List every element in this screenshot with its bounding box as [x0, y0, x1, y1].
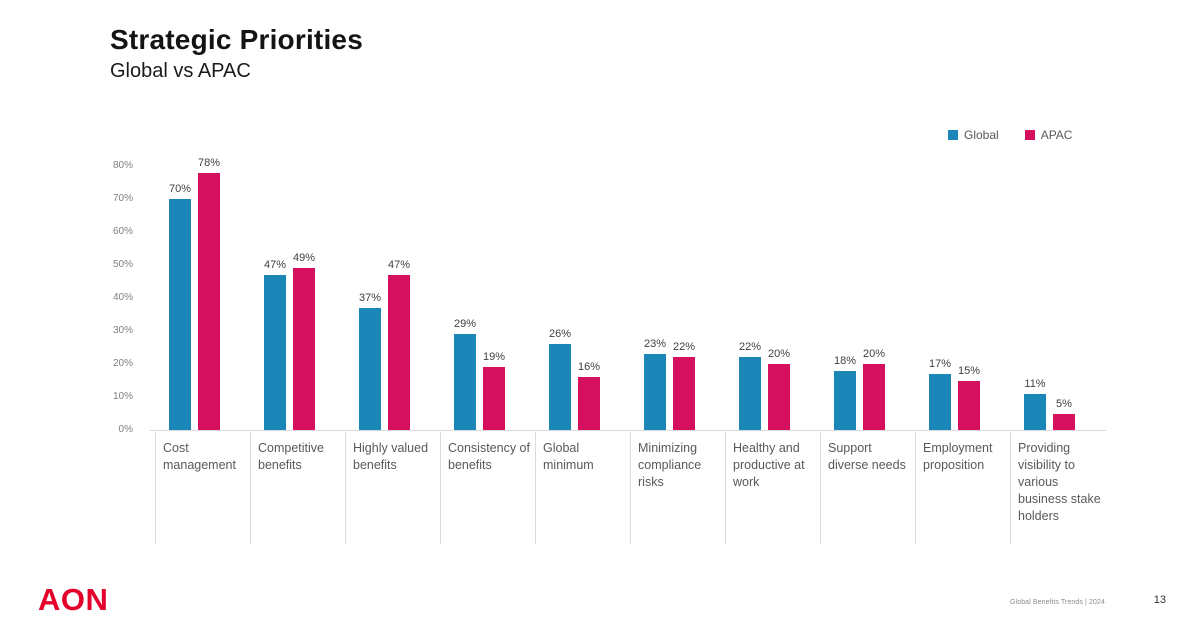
bar-apac: [863, 364, 885, 430]
bar-value-label: 16%: [577, 361, 601, 374]
category-label: Global minimum: [543, 441, 594, 472]
bar-apac: [293, 268, 315, 430]
category-divider-line: [725, 432, 726, 544]
bar-global: [264, 274, 286, 430]
y-tick-label: 30%: [112, 325, 133, 336]
y-tick-label: 70%: [112, 193, 133, 204]
bar-apac: [388, 274, 410, 430]
bar-apac: [768, 364, 790, 430]
footer-source-text: Global Benefits Trends | 2024: [1010, 599, 1105, 606]
bar-apac: [578, 377, 600, 430]
category-label: Support diverse needs: [828, 441, 906, 472]
bar-value-label: 17%: [928, 357, 952, 370]
category-divider-line: [440, 432, 441, 544]
bar-value-label: 37%: [358, 291, 382, 304]
category-label: Providing visibility to various business…: [1018, 441, 1101, 523]
y-tick-label: 10%: [112, 391, 133, 402]
x-axis-line: [150, 430, 1106, 431]
bar-global: [169, 199, 191, 430]
bar-value-label: 70%: [168, 183, 192, 195]
legend-item-apac: APAC: [1024, 128, 1073, 142]
bar-value-label: 29%: [453, 318, 477, 331]
bar-value-label: 23%: [643, 338, 667, 351]
bar-global: [549, 344, 571, 430]
category-label: Minimizing compliance risks: [638, 441, 702, 489]
bar-apac: [958, 380, 980, 430]
bar-global: [359, 307, 381, 430]
bar-global: [1024, 393, 1046, 430]
bar-value-label: 78%: [197, 156, 221, 169]
category-divider-line: [250, 432, 251, 544]
legend-swatch-icon: [1024, 130, 1035, 140]
bar-global: [644, 354, 666, 430]
category-label: Cost management: [163, 441, 236, 472]
chart-legend: Global APAC: [948, 128, 1072, 142]
category-divider-line: [630, 432, 631, 544]
category-divider-line: [345, 432, 346, 544]
category-label: Employment proposition: [923, 441, 993, 472]
bar-value-label: 47%: [387, 258, 411, 271]
bar-value-label: 26%: [548, 328, 572, 341]
bar-apac: [673, 357, 695, 430]
bar-global: [454, 334, 476, 430]
y-tick-label: 80%: [112, 160, 133, 171]
y-tick-label: 60%: [112, 226, 133, 237]
bar-global: [834, 370, 856, 430]
bar-value-label: 22%: [738, 341, 762, 354]
category-divider-line: [1010, 432, 1011, 544]
y-tick-label: 20%: [112, 358, 133, 369]
bar-value-label: 18%: [833, 354, 857, 367]
legend-swatch-icon: [948, 130, 958, 140]
category-label: Competitive benefits: [258, 441, 324, 472]
bar-value-label: 11%: [1024, 377, 1046, 390]
page-number: 13: [1153, 594, 1166, 606]
y-tick-label: 50%: [112, 259, 133, 270]
bar-value-label: 15%: [957, 364, 981, 377]
bar-value-label: 47%: [263, 258, 287, 271]
bar-apac: [483, 367, 505, 430]
category-label: Highly valued benefits: [353, 441, 429, 472]
aon-logo: AON: [38, 582, 109, 617]
bar-apac: [198, 172, 220, 430]
bar-value-label: 49%: [292, 252, 316, 265]
category-label: Consistency of benefits: [448, 441, 530, 472]
y-tick-label: 0%: [118, 424, 133, 435]
y-tick-label: 40%: [112, 292, 133, 303]
bar-value-label: 20%: [862, 348, 886, 360]
legend-item-global: Global: [948, 128, 999, 142]
page-title: Strategic Priorities: [110, 24, 363, 55]
category-divider-line: [155, 432, 156, 544]
bar-apac: [1053, 413, 1075, 430]
bar-value-label: 20%: [767, 348, 791, 360]
legend-label: Global: [964, 128, 999, 142]
bar-value-label: 22%: [672, 341, 696, 354]
bar-global: [929, 373, 951, 430]
bar-global: [739, 357, 761, 430]
category-label: Healthy and productive at work: [733, 441, 805, 489]
legend-label: APAC: [1040, 128, 1073, 142]
bar-value-label: 19%: [482, 351, 506, 364]
category-divider-line: [915, 432, 916, 544]
category-divider-line: [535, 432, 536, 544]
page-subtitle: Global vs APAC: [110, 60, 251, 82]
category-divider-line: [820, 432, 821, 544]
bar-value-label: 5%: [1056, 397, 1072, 410]
